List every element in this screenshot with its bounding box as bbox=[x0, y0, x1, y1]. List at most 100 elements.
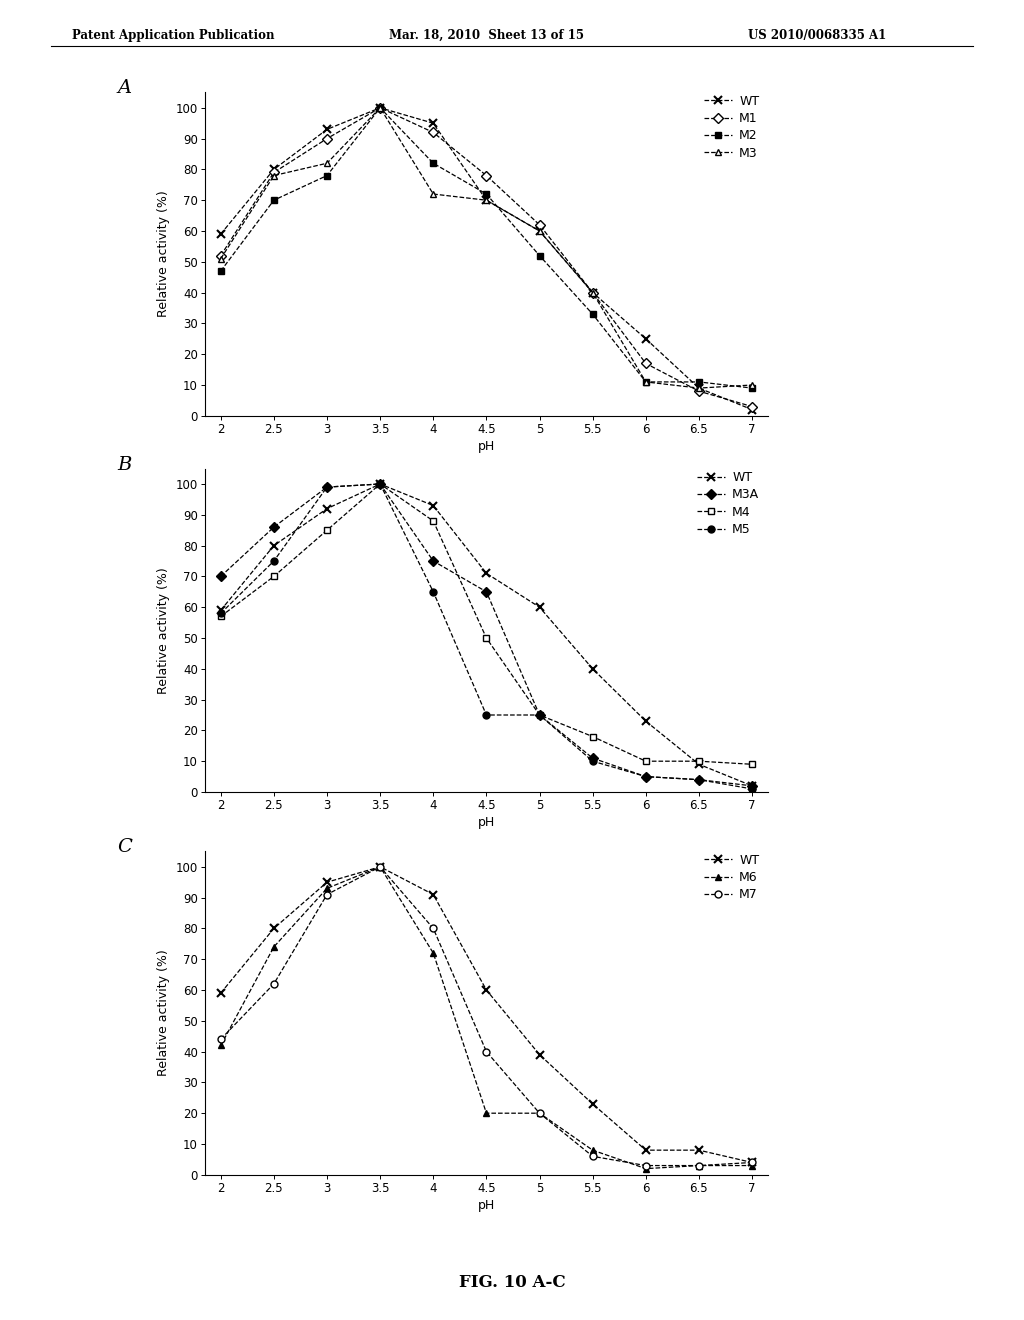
M2 bbox=[321, 168, 333, 183]
Line: WT: WT bbox=[216, 863, 757, 1167]
Text: FIG. 10 A-C: FIG. 10 A-C bbox=[459, 1274, 565, 1291]
Line: M7: M7 bbox=[217, 863, 756, 1170]
M2 bbox=[640, 374, 652, 389]
WT bbox=[374, 100, 386, 116]
WT bbox=[534, 599, 546, 615]
Line: M3: M3 bbox=[217, 104, 756, 392]
M2 bbox=[267, 193, 280, 209]
Line: M5: M5 bbox=[217, 480, 756, 792]
M7 bbox=[427, 920, 439, 936]
M2 bbox=[693, 374, 706, 389]
M6 bbox=[267, 939, 280, 954]
WT bbox=[321, 121, 333, 137]
WT bbox=[480, 565, 493, 581]
M3 bbox=[480, 193, 493, 209]
M4 bbox=[640, 754, 652, 770]
M1 bbox=[427, 124, 439, 140]
Line: WT: WT bbox=[216, 104, 757, 413]
M3 bbox=[693, 380, 706, 396]
M6 bbox=[745, 1158, 758, 1173]
WT bbox=[587, 285, 599, 301]
M7 bbox=[374, 859, 386, 875]
X-axis label: pH: pH bbox=[478, 440, 495, 453]
M3 bbox=[640, 374, 652, 389]
WT bbox=[745, 777, 758, 793]
M3 bbox=[321, 156, 333, 172]
M4 bbox=[321, 523, 333, 539]
M6 bbox=[640, 1160, 652, 1176]
M3 bbox=[215, 251, 227, 267]
Line: M4: M4 bbox=[217, 480, 756, 768]
M3A bbox=[267, 519, 280, 535]
WT bbox=[321, 874, 333, 890]
Y-axis label: Relative activity (%): Relative activity (%) bbox=[157, 566, 170, 694]
M3 bbox=[267, 168, 280, 183]
WT bbox=[587, 661, 599, 677]
M1 bbox=[640, 355, 652, 371]
Legend: WT, M1, M2, M3: WT, M1, M2, M3 bbox=[701, 92, 762, 162]
M3A bbox=[587, 750, 599, 766]
M3A bbox=[693, 772, 706, 788]
WT bbox=[267, 161, 280, 177]
M2 bbox=[374, 100, 386, 116]
M3A bbox=[215, 569, 227, 585]
M4 bbox=[693, 754, 706, 770]
M3A bbox=[534, 708, 546, 723]
M7 bbox=[480, 1044, 493, 1060]
Line: WT: WT bbox=[216, 480, 757, 789]
X-axis label: pH: pH bbox=[478, 1199, 495, 1212]
WT bbox=[534, 1047, 546, 1063]
WT bbox=[374, 477, 386, 492]
M2 bbox=[427, 156, 439, 172]
WT bbox=[640, 713, 652, 729]
M5 bbox=[640, 768, 652, 784]
M6 bbox=[427, 945, 439, 961]
WT bbox=[427, 115, 439, 131]
Y-axis label: Relative activity (%): Relative activity (%) bbox=[157, 190, 170, 318]
M5 bbox=[745, 781, 758, 797]
M3A bbox=[745, 777, 758, 793]
Line: M3A: M3A bbox=[217, 480, 756, 789]
M7 bbox=[693, 1158, 706, 1173]
WT bbox=[480, 193, 493, 209]
M6 bbox=[587, 1142, 599, 1158]
Legend: WT, M3A, M4, M5: WT, M3A, M4, M5 bbox=[694, 469, 762, 539]
WT bbox=[374, 859, 386, 875]
M4 bbox=[427, 513, 439, 529]
M1 bbox=[480, 168, 493, 183]
M3 bbox=[374, 100, 386, 116]
M5 bbox=[587, 754, 599, 770]
M1 bbox=[693, 383, 706, 399]
WT bbox=[215, 226, 227, 242]
WT bbox=[215, 985, 227, 1001]
M7 bbox=[587, 1148, 599, 1164]
M3A bbox=[427, 553, 439, 569]
WT bbox=[745, 401, 758, 417]
Text: A: A bbox=[118, 79, 132, 98]
WT bbox=[534, 223, 546, 239]
M1 bbox=[267, 165, 280, 181]
M6 bbox=[374, 859, 386, 875]
M3A bbox=[374, 477, 386, 492]
M5 bbox=[480, 708, 493, 723]
M3A bbox=[640, 768, 652, 784]
WT bbox=[640, 331, 652, 347]
M6 bbox=[480, 1105, 493, 1121]
M5 bbox=[321, 479, 333, 495]
WT bbox=[321, 500, 333, 516]
WT bbox=[693, 380, 706, 396]
M3 bbox=[534, 223, 546, 239]
M3 bbox=[587, 285, 599, 301]
WT bbox=[693, 1142, 706, 1158]
Line: M1: M1 bbox=[217, 104, 756, 411]
M4 bbox=[480, 630, 493, 645]
M5 bbox=[374, 477, 386, 492]
M2 bbox=[480, 186, 493, 202]
M7 bbox=[745, 1155, 758, 1171]
WT bbox=[587, 1096, 599, 1111]
M2 bbox=[534, 248, 546, 264]
Text: Patent Application Publication: Patent Application Publication bbox=[72, 29, 274, 42]
M6 bbox=[215, 1038, 227, 1053]
M1 bbox=[321, 131, 333, 147]
M7 bbox=[534, 1105, 546, 1121]
